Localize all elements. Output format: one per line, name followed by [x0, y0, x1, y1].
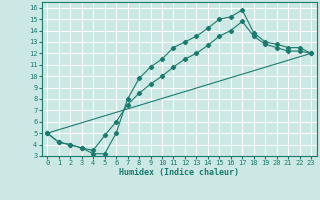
- X-axis label: Humidex (Indice chaleur): Humidex (Indice chaleur): [119, 168, 239, 177]
